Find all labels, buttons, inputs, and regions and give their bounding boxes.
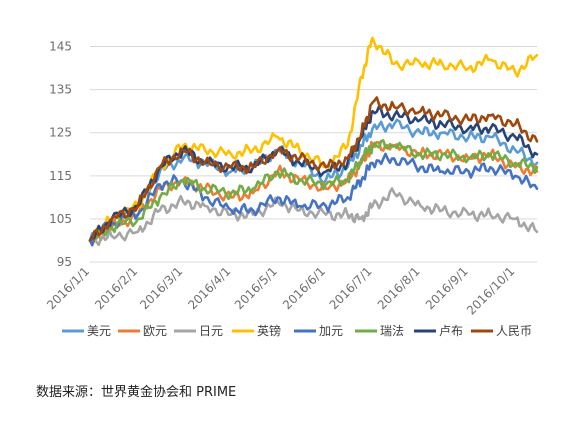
y-tick-label: 105 bbox=[49, 212, 72, 226]
y-tick-label: 135 bbox=[49, 83, 72, 97]
x-tick-label: 2016/10/1 bbox=[464, 264, 517, 317]
legend-label: 日元 bbox=[199, 324, 223, 338]
gridlines bbox=[90, 46, 537, 263]
x-tick-label: 2016/6/1 bbox=[280, 264, 328, 312]
x-tick-label: 2016/4/1 bbox=[185, 264, 233, 312]
y-tick-label: 115 bbox=[49, 169, 72, 183]
legend: 美元 欧元 日元 英镑 加元 瑞法 卢布 人民币 bbox=[62, 323, 532, 338]
y-tick-label: 125 bbox=[49, 126, 72, 140]
legend-label: 瑞法 bbox=[380, 324, 404, 338]
y-tick-label: 95 bbox=[57, 255, 72, 269]
series-line bbox=[88, 139, 539, 242]
legend-label: 美元 bbox=[87, 324, 111, 338]
legend-label: 卢布 bbox=[439, 323, 463, 338]
series-line bbox=[88, 118, 539, 242]
x-tick-label: 2016/8/1 bbox=[375, 264, 423, 312]
x-tick-label: 2016/2/1 bbox=[92, 264, 140, 312]
x-tick-label: 2016/1/1 bbox=[44, 264, 92, 312]
legend-label: 人民币 bbox=[496, 324, 532, 338]
series-line bbox=[88, 152, 539, 247]
source-note: 数据来源：世界黄金协会和 PRIME bbox=[36, 385, 237, 400]
y-tick-label: 145 bbox=[49, 40, 72, 54]
legend-label: 加元 bbox=[319, 324, 343, 338]
legend-label: 欧元 bbox=[143, 324, 167, 338]
series-line bbox=[88, 105, 539, 242]
y-axis-tick-labels: 95 105 115 125 135 145 bbox=[49, 40, 72, 269]
x-tick-label: 2016/9/1 bbox=[423, 264, 471, 312]
x-tick-label: 2016/3/1 bbox=[137, 264, 185, 312]
legend-label: 英镑 bbox=[257, 323, 281, 338]
x-tick-label: 2016/5/1 bbox=[232, 264, 280, 312]
x-tick-label: 2016/7/1 bbox=[327, 264, 375, 312]
series-line bbox=[88, 187, 539, 247]
series-lines bbox=[88, 36, 539, 247]
series-line bbox=[88, 96, 539, 242]
